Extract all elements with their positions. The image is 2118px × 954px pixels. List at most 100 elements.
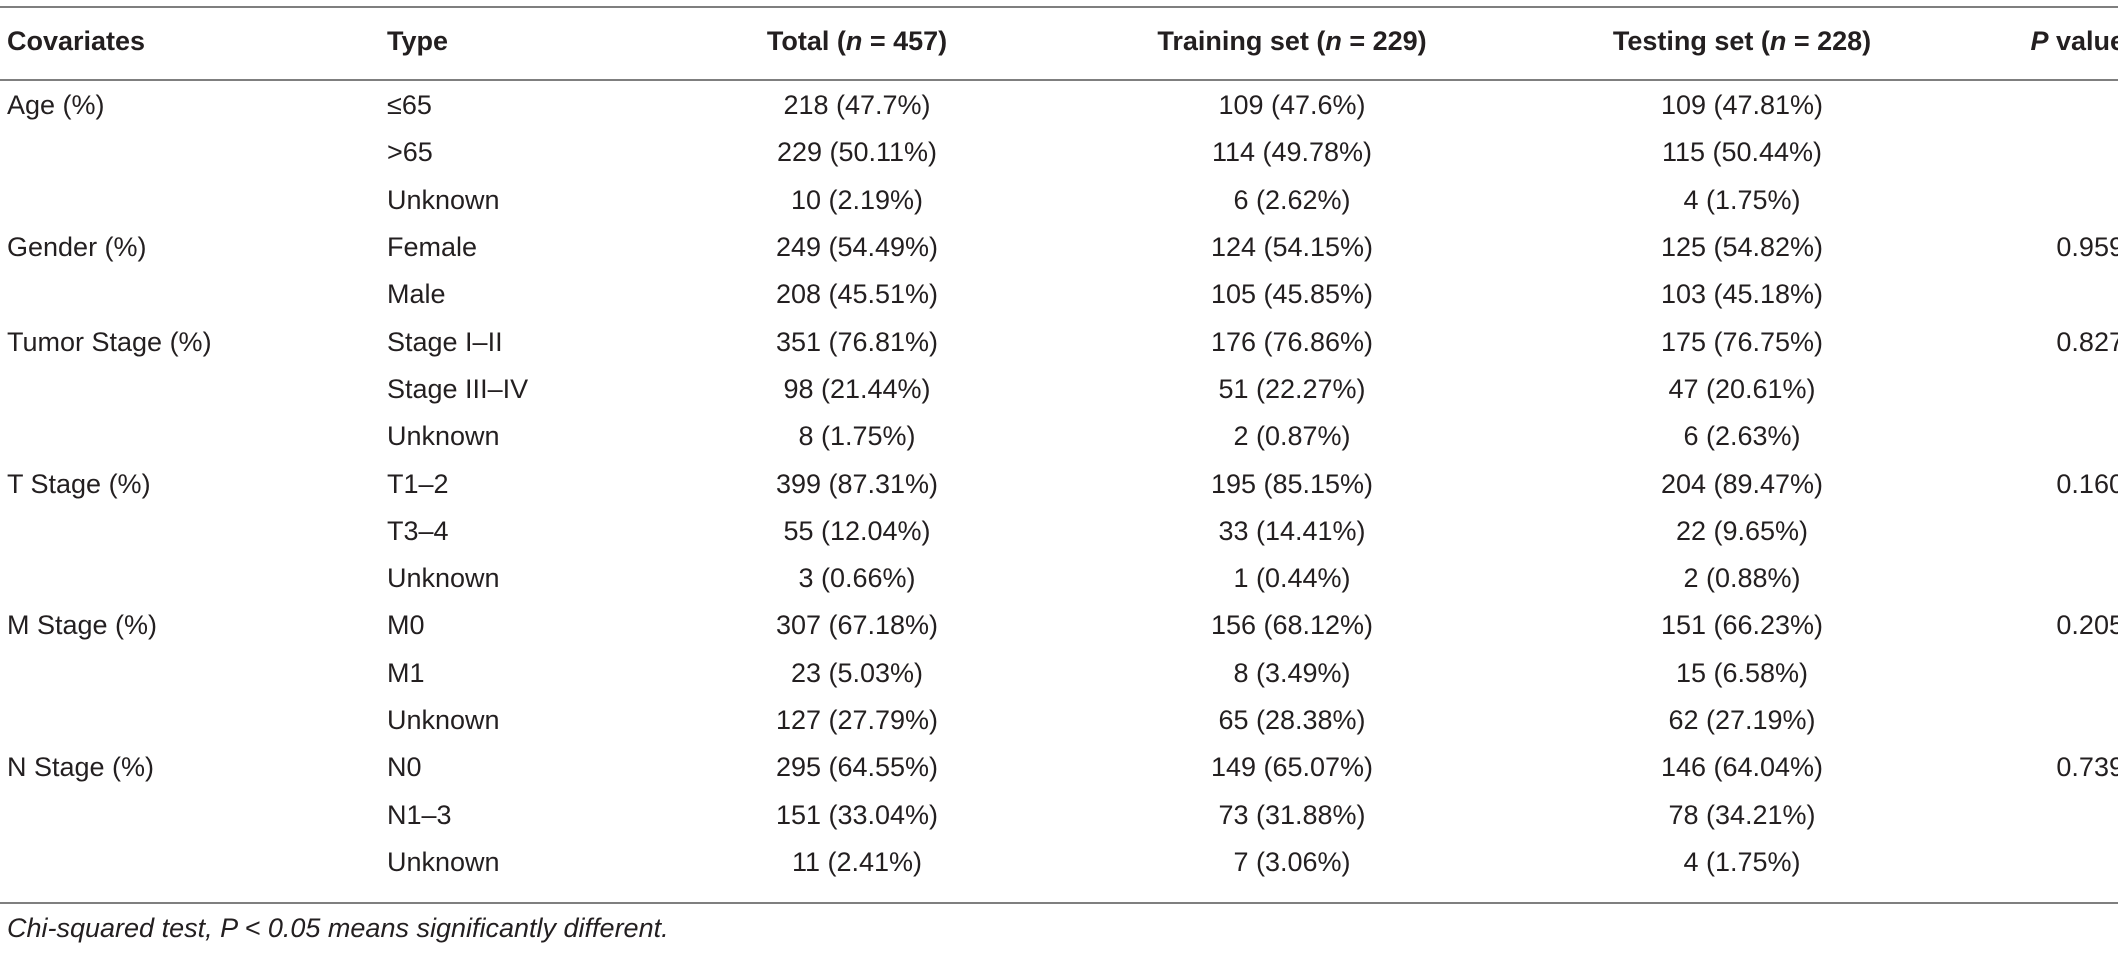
cell-testing-set: 15 (6.58%)	[1675, 657, 1809, 688]
cell-training-set: 2 (0.87%)	[1233, 421, 1351, 452]
cell-testing-set: 4 (1.75%)	[1683, 184, 1801, 215]
header-total: Total (n = 457)	[766, 25, 948, 56]
cell-testing-set: 175 (76.75%)	[1660, 326, 1824, 357]
table-footnote: Chi-squared test, P < 0.05 means signifi…	[7, 913, 669, 943]
cell-type: Stage III–IV	[387, 373, 529, 404]
bottom-rule	[0, 902, 2118, 904]
cell-testing-set: 103 (45.18%)	[1660, 279, 1824, 310]
table-row: Gender (%) Female 249 (54.49%) 124 (54.15%)…	[0, 224, 2118, 271]
cell-covariate: Tumor Stage (%)	[7, 326, 212, 357]
cell-p-value	[1967, 697, 2118, 744]
cell-testing-set: 204 (89.47%)	[1660, 468, 1824, 499]
cell-type: T3–4	[387, 515, 449, 546]
cell-training-set: 7 (3.06%)	[1233, 846, 1351, 877]
cell-p-value	[1967, 839, 2118, 886]
table-row: >65 229 (50.11%) 114 (49.78%) 115 (50.44%)	[0, 129, 2118, 176]
cell-training-set: 33 (14.41%)	[1218, 515, 1366, 546]
table-row: N1–3 151 (33.04%) 73 (31.88%) 78 (34.21%)	[0, 791, 2118, 838]
cell-p-value: 0.7395	[2056, 752, 2118, 783]
cell-type: N0	[387, 752, 422, 783]
cell-p-value	[1967, 177, 2118, 224]
cell-total: 151 (33.04%)	[775, 799, 939, 830]
cell-testing-set: 22 (9.65%)	[1675, 515, 1809, 546]
cell-type: ≤65	[387, 90, 432, 121]
cell-p-value	[1967, 650, 2118, 697]
table-row: M1 23 (5.03%) 8 (3.49%) 15 (6.58%)	[0, 650, 2118, 697]
cell-p-value	[1967, 271, 2118, 318]
cell-covariate	[0, 697, 387, 744]
cell-covariate	[0, 508, 387, 555]
cell-total: 3 (0.66%)	[798, 563, 916, 594]
cell-covariate	[0, 177, 387, 224]
cell-p-value	[1967, 366, 2118, 413]
header-type: Type	[387, 25, 449, 56]
cell-type: Unknown	[387, 846, 500, 877]
cell-total: 218 (47.7%)	[783, 90, 931, 121]
cell-covariate: Gender (%)	[7, 232, 147, 263]
cell-training-set: 149 (65.07%)	[1210, 752, 1374, 783]
cell-training-set: 156 (68.12%)	[1210, 610, 1374, 641]
cell-testing-set: 146 (64.04%)	[1660, 752, 1824, 783]
table-row: Stage III–IV 98 (21.44%) 51 (22.27%) 47 (20…	[0, 366, 2118, 413]
cell-type: Unknown	[387, 184, 500, 215]
cell-total: 98 (21.44%)	[783, 373, 931, 404]
header-training-set: Training set (n = 229)	[1157, 25, 1427, 56]
cell-p-value	[1967, 791, 2118, 838]
cell-testing-set: 109 (47.81%)	[1660, 90, 1824, 121]
cell-testing-set: 151 (66.23%)	[1660, 610, 1824, 641]
cell-testing-set: 2 (0.88%)	[1683, 563, 1801, 594]
cell-type: N1–3	[387, 799, 452, 830]
table-row: Unknown 10 (2.19%) 6 (2.62%) 4 (1.75%)	[0, 177, 2118, 224]
top-rule	[0, 6, 2118, 8]
header-p-value: P value	[2030, 25, 2118, 56]
cell-type: Unknown	[387, 705, 500, 735]
cell-p-value	[1967, 413, 2118, 460]
cell-type: Male	[387, 279, 446, 310]
cell-testing-set: 78 (34.21%)	[1668, 799, 1816, 830]
cell-covariate	[0, 129, 387, 176]
cell-testing-set: 6 (2.63%)	[1683, 421, 1801, 452]
cell-training-set: 6 (2.62%)	[1233, 184, 1351, 215]
cell-training-set: 73 (31.88%)	[1218, 799, 1366, 830]
cell-total: 399 (87.31%)	[775, 468, 939, 499]
cell-covariate: N Stage (%)	[7, 752, 155, 783]
cell-covariate: M Stage (%)	[7, 610, 158, 641]
cell-total: 55 (12.04%)	[783, 515, 931, 546]
cell-testing-set: 125 (54.82%)	[1660, 232, 1824, 263]
cell-training-set: 1 (0.44%)	[1233, 563, 1351, 594]
cell-training-set: 8 (3.49%)	[1233, 657, 1351, 688]
table-row: Unknown 8 (1.75%) 2 (0.87%) 6 (2.63%)	[0, 413, 2118, 460]
cell-covariate	[0, 791, 387, 838]
cell-testing-set: 4 (1.75%)	[1683, 846, 1801, 877]
table-body: Age (%) ≤65 218 (47.7%) 109 (47.6%) 109 (47.…	[0, 80, 2118, 886]
table-row: N Stage (%) N0 295 (64.55%) 149 (65.07%) 146…	[0, 744, 2118, 791]
cell-covariate	[0, 555, 387, 602]
table-row: Age (%) ≤65 218 (47.7%) 109 (47.6%) 109 (47.…	[0, 80, 2118, 129]
cell-covariate	[0, 650, 387, 697]
cell-p-value	[1967, 555, 2118, 602]
cell-type: Unknown	[387, 421, 500, 452]
cell-training-set: 114 (49.78%)	[1211, 137, 1373, 168]
cell-training-set: 65 (28.38%)	[1218, 705, 1366, 735]
cell-training-set: 124 (54.15%)	[1210, 232, 1374, 263]
table-row: Unknown 127 (27.79%) 65 (28.38%) 62 (27.19%…	[0, 697, 2118, 744]
table-row: Unknown 11 (2.41%) 7 (3.06%) 4 (1.75%)	[0, 839, 2118, 886]
cell-training-set: 195 (85.15%)	[1210, 468, 1374, 499]
cell-type: Stage I–II	[387, 326, 503, 357]
cell-training-set: 51 (22.27%)	[1218, 373, 1366, 404]
cell-total: 208 (45.51%)	[775, 279, 939, 310]
header-row: Covariates Type Total (n = 457) Training…	[0, 0, 2118, 80]
cell-covariate: Age (%)	[7, 90, 105, 121]
cell-p-value: 0.2052	[2056, 610, 2118, 641]
table-row: Tumor Stage (%) Stage I–II 351 (76.81%) 176…	[0, 318, 2118, 365]
cell-type: M1	[387, 657, 425, 688]
table-row: M Stage (%) M0 307 (67.18%) 156 (68.12%) 151…	[0, 602, 2118, 649]
cell-total: 229 (50.11%)	[776, 137, 938, 168]
cell-total: 10 (2.19%)	[790, 184, 924, 215]
cell-total: 295 (64.55%)	[775, 752, 939, 783]
cell-covariate	[0, 271, 387, 318]
cell-total: 11 (2.41%)	[791, 846, 923, 877]
cell-covariate: T Stage (%)	[7, 468, 151, 499]
cell-total: 351 (76.81%)	[775, 326, 939, 357]
cell-p-value: 1	[1967, 80, 2118, 129]
